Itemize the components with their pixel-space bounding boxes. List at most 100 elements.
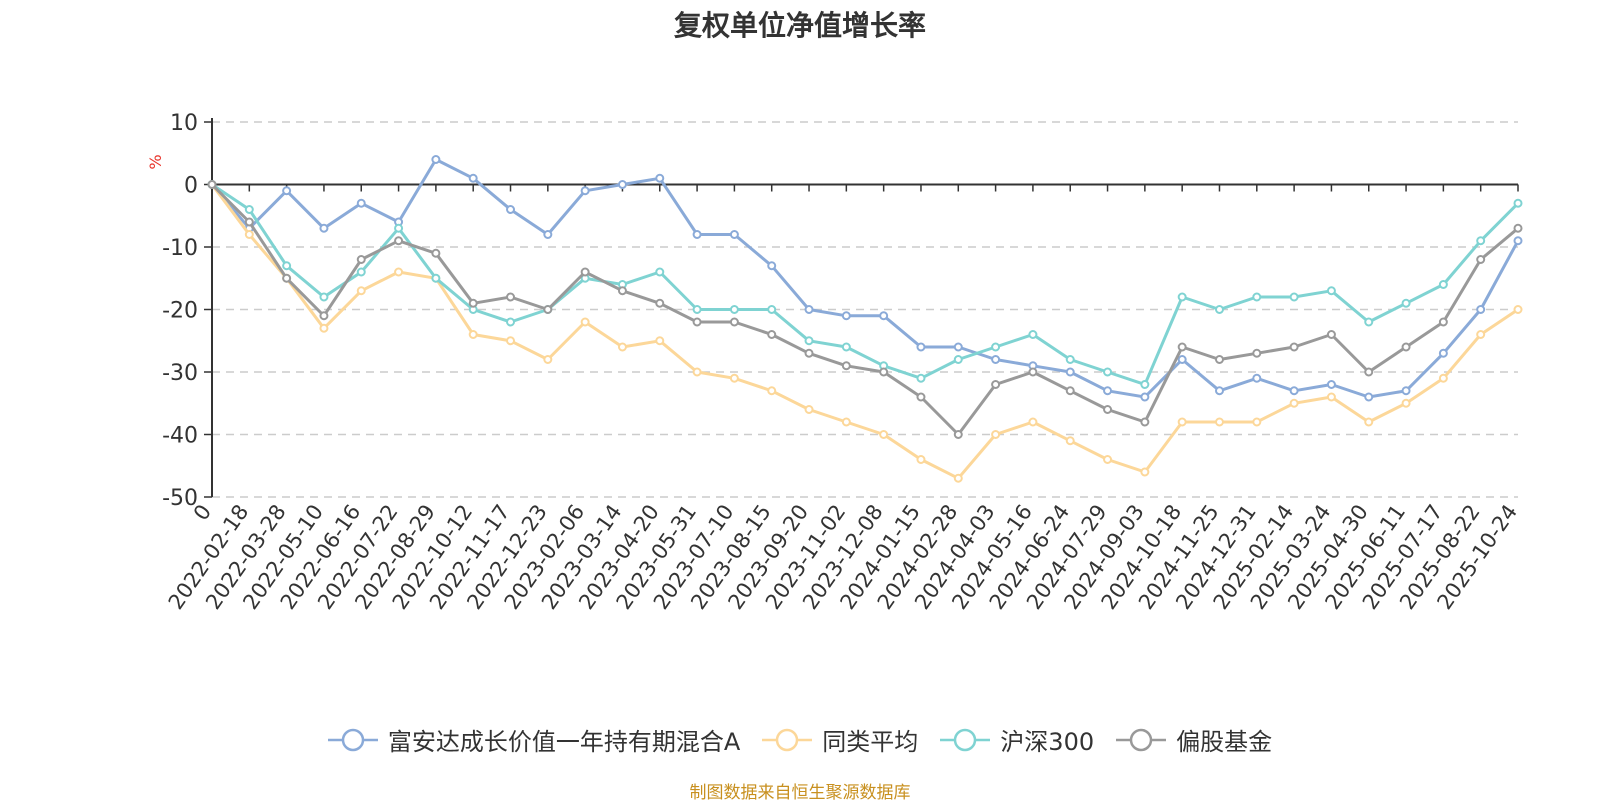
data-point	[767, 330, 777, 339]
data-point	[1177, 292, 1187, 302]
data-point	[1364, 317, 1374, 327]
data-point	[1438, 280, 1448, 289]
data-point	[655, 336, 665, 346]
data-point	[1028, 417, 1038, 427]
legend-swatch-icon	[327, 728, 378, 751]
data-point	[319, 223, 329, 233]
data-point	[1476, 255, 1486, 264]
data-point	[655, 267, 665, 277]
legend-swatch-icon	[762, 728, 813, 751]
legend-label: 沪深300	[1000, 728, 1095, 756]
data-point	[282, 186, 292, 196]
data-point	[1103, 455, 1113, 464]
data-point	[1028, 330, 1038, 339]
x-tick-label: 0	[189, 500, 216, 525]
data-point	[1214, 355, 1224, 364]
y-tick-label: -40	[162, 424, 198, 449]
data-point	[1364, 417, 1374, 427]
data-point	[729, 305, 739, 314]
data-point	[1065, 436, 1075, 446]
y-tick-label: 0	[184, 174, 198, 199]
data-point	[468, 330, 478, 339]
data-point	[1326, 380, 1336, 389]
data-point	[1476, 236, 1486, 246]
legend-label: 富安达成长价值一年持有期混合A	[387, 728, 741, 756]
data-point	[1364, 367, 1374, 377]
data-point	[729, 373, 739, 383]
data-point	[580, 186, 590, 196]
data-point	[916, 455, 926, 464]
data-point	[991, 380, 1001, 389]
data-point	[617, 286, 627, 296]
y-axis-unit: %	[146, 154, 165, 169]
y-tick-label: -10	[162, 236, 198, 261]
data-point	[1065, 386, 1075, 396]
data-point	[1140, 392, 1150, 402]
data-point	[692, 367, 702, 377]
data-point	[1513, 305, 1523, 314]
data-point	[1364, 392, 1374, 402]
data-point	[1401, 342, 1411, 352]
legend-swatch-icon	[1116, 728, 1167, 751]
series-layer	[207, 155, 1523, 483]
data-point	[282, 273, 292, 283]
data-point	[767, 305, 777, 314]
data-point	[1289, 342, 1299, 352]
y-tick-label: -20	[162, 299, 198, 324]
legend-item-0[interactable]: 富安达成长价值一年持有期混合A	[327, 722, 741, 757]
data-point	[1177, 355, 1187, 364]
data-point	[841, 417, 851, 427]
data-point	[356, 255, 366, 264]
data-point	[1140, 467, 1150, 477]
legend-item-1[interactable]: 同类平均	[762, 722, 918, 757]
data-point	[319, 292, 329, 302]
data-point	[1513, 236, 1523, 246]
data-point	[394, 223, 404, 233]
data-point	[1103, 386, 1113, 396]
data-point	[1401, 398, 1411, 408]
data-point	[841, 311, 851, 321]
data-point	[879, 367, 889, 377]
data-point	[1214, 417, 1224, 427]
data-point	[916, 392, 926, 402]
data-point	[655, 173, 665, 183]
data-point	[580, 317, 590, 327]
data-point	[991, 430, 1001, 439]
data-point	[1476, 330, 1486, 339]
data-point	[804, 305, 814, 314]
data-point	[991, 342, 1001, 352]
legend-label: 偏股基金	[1176, 728, 1273, 756]
data-point	[506, 336, 516, 346]
data-point	[506, 292, 516, 302]
data-point	[879, 311, 889, 321]
data-point	[1252, 417, 1262, 427]
data-point	[543, 230, 553, 239]
data-point	[804, 405, 814, 414]
data-point	[617, 342, 627, 352]
data-point	[1140, 380, 1150, 389]
grid-layer	[212, 121, 1518, 498]
data-point	[543, 355, 553, 364]
data-point	[1326, 286, 1336, 296]
data-point	[1289, 292, 1299, 302]
data-point	[207, 180, 217, 189]
series-line-0	[210, 158, 1520, 399]
data-point	[916, 342, 926, 352]
data-point	[1252, 373, 1262, 383]
data-point	[468, 298, 478, 308]
data-point	[655, 298, 665, 308]
data-point	[356, 198, 366, 208]
data-point	[1476, 305, 1486, 314]
data-point	[356, 267, 366, 277]
legend-item-2[interactable]: 沪深300	[940, 722, 1094, 757]
data-point	[1028, 367, 1038, 377]
data-point	[1438, 373, 1448, 383]
series-line-3	[210, 183, 1519, 436]
data-point	[1177, 417, 1187, 427]
data-point	[692, 230, 702, 239]
data-point	[506, 205, 516, 214]
legend-label: 同类平均	[822, 728, 919, 756]
y-tick-label: 10	[170, 111, 198, 136]
legend-item-3[interactable]: 偏股基金	[1116, 722, 1272, 757]
